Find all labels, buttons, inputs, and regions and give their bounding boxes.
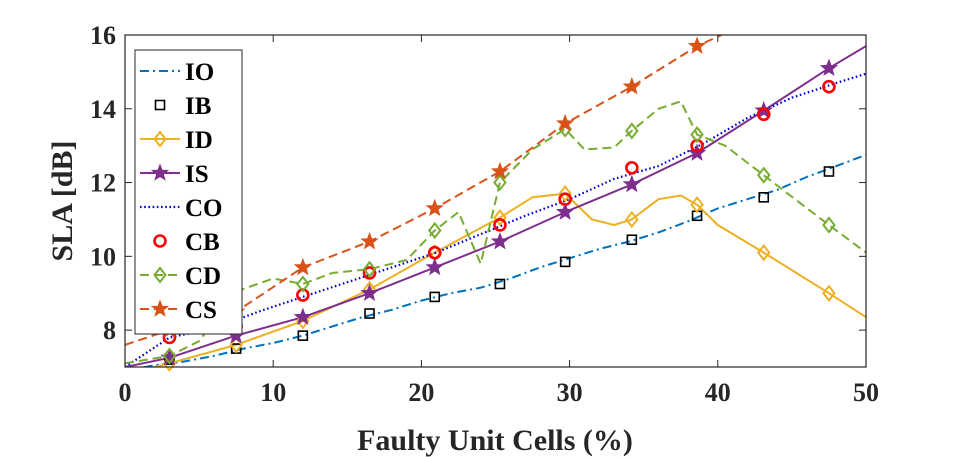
data-point-cs [425, 198, 444, 217]
data-point-is [819, 58, 839, 76]
data-point-cs [687, 36, 707, 54]
legend-marker-ib [154, 99, 166, 111]
data-point-cd [822, 216, 836, 234]
x-tick-label: 50 [853, 378, 879, 407]
data-point-cs [622, 77, 642, 95]
data-point-ib [559, 256, 571, 268]
y-tick-label: 12 [90, 169, 116, 198]
legend-marker-id [153, 130, 167, 148]
data-point-cb [625, 161, 639, 175]
legend-label-co: CO [185, 195, 223, 222]
y-tick-label: 14 [90, 95, 116, 124]
data-point-cs [490, 161, 510, 180]
data-point-cd [362, 260, 377, 278]
series-line-co [125, 72, 866, 367]
data-point-cs [293, 257, 312, 276]
legend: IO IB ID IS CO CB CD CS [134, 49, 243, 335]
data-point-is [425, 257, 444, 276]
legend-marker-cb [153, 234, 167, 248]
x-tick-label: 20 [408, 378, 434, 407]
legend-marker-cd [153, 266, 167, 284]
data-point-ib [364, 308, 375, 319]
data-point-id [822, 284, 836, 302]
data-point-cb [427, 245, 442, 260]
data-point-id [756, 244, 771, 262]
data-point-ib [297, 330, 309, 341]
data-point-cd [493, 173, 507, 192]
data-point-id [625, 210, 639, 229]
data-point-id [493, 208, 507, 227]
data-point-id [229, 336, 243, 354]
data-point-cd [690, 125, 704, 144]
data-point-cs [555, 113, 575, 132]
x-tick-label: 30 [557, 378, 583, 407]
legend-label-io: IO [185, 59, 214, 86]
y-tick-label: 8 [103, 316, 116, 345]
data-point-cb [493, 218, 507, 232]
x-tick-label: 40 [705, 378, 731, 407]
legend-label-cb: CB [185, 229, 220, 256]
data-point-id [690, 196, 704, 214]
y-axis-label: SLA [dB] [46, 141, 79, 262]
plot-frame [124, 34, 867, 368]
x-tick-label: 10 [260, 378, 286, 407]
data-point-is [360, 283, 379, 302]
legend-label-cs: CS [185, 297, 217, 324]
data-point-cd [625, 122, 639, 140]
data-point-is [490, 231, 510, 250]
data-point-cb [362, 266, 377, 280]
series-line-cd [125, 100, 866, 365]
y-tick-label: 16 [90, 21, 116, 50]
data-point-is [555, 202, 575, 220]
data-point-cd [296, 275, 310, 293]
data-point-ib [429, 291, 441, 303]
legend-box [134, 49, 243, 335]
data-point-cd [427, 221, 442, 240]
data-point-cd [162, 347, 177, 365]
data-point-cb [756, 107, 771, 122]
data-point-ib [494, 278, 506, 290]
legend-label-id: ID [185, 127, 213, 154]
data-point-cd [756, 166, 771, 184]
tick-layer: 0 10 20 30 40 50 8 10 12 14 16 [90, 21, 879, 407]
data-point-ib [626, 234, 638, 246]
data-point-ib [758, 192, 770, 203]
data-point-cb [558, 192, 572, 206]
legend-label-is: IS [185, 161, 209, 188]
x-tick-label: 0 [119, 378, 132, 407]
data-point-cs [360, 231, 379, 250]
y-tick-label: 10 [90, 242, 116, 271]
data-point-id [558, 185, 572, 203]
data-point-cb [822, 79, 836, 94]
x-axis-label: Faulty Unit Cells (%) [357, 424, 633, 457]
data-point-ib [823, 166, 835, 177]
data-point-is [622, 174, 642, 193]
legend-marker-is [150, 163, 170, 181]
legend-label-ib: IB [185, 93, 211, 120]
data-point-is [293, 307, 312, 325]
legend-marker-cs [150, 299, 170, 317]
legend-label-cd: CD [185, 263, 221, 290]
